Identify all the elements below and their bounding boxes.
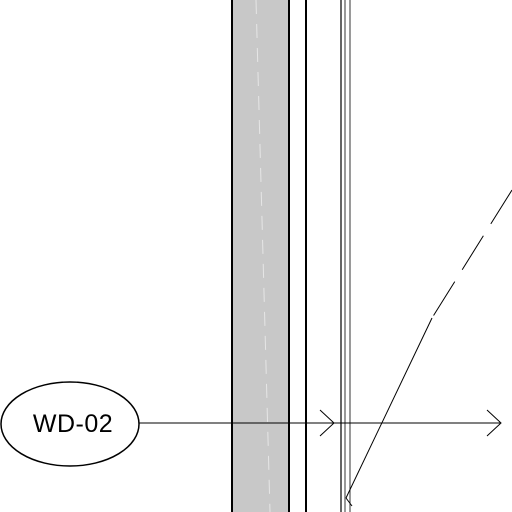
tag-ellipse bbox=[0, 381, 140, 467]
swing-line-dashed bbox=[431, 189, 512, 319]
arrowhead-2 bbox=[486, 409, 502, 437]
arrowhead-1 bbox=[319, 409, 335, 437]
swing-tick bbox=[345, 497, 353, 507]
swing-line-solid bbox=[345, 317, 433, 499]
wall-centerline bbox=[255, 0, 271, 512]
tag-label: WD-02 bbox=[32, 409, 114, 438]
wall-fill bbox=[232, 0, 289, 512]
